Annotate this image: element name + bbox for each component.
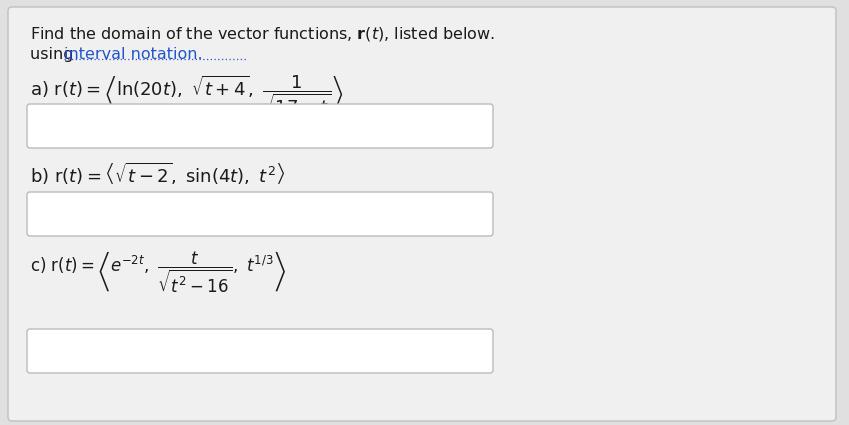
FancyBboxPatch shape [27, 104, 493, 148]
Text: interval notation.: interval notation. [64, 47, 203, 62]
FancyBboxPatch shape [8, 7, 836, 421]
Text: a) $\mathrm{r}(t) = \left\langle \ln(20t),\ \sqrt{t+4},\ \dfrac{1}{\sqrt{17-t}} : a) $\mathrm{r}(t) = \left\langle \ln(20t… [30, 73, 344, 116]
FancyBboxPatch shape [27, 329, 493, 373]
Text: c) $\mathrm{r}(t) = \left\langle e^{-2t},\ \dfrac{t}{\sqrt{t^2-16}},\ t^{1/3} \r: c) $\mathrm{r}(t) = \left\langle e^{-2t}… [30, 250, 286, 295]
FancyBboxPatch shape [27, 192, 493, 236]
Text: using: using [30, 47, 79, 62]
Text: b) $\mathrm{r}(t) = \left\langle \sqrt{t-2},\ \sin(4t),\ t^2 \right\rangle$: b) $\mathrm{r}(t) = \left\langle \sqrt{t… [30, 161, 286, 187]
Text: Find the domain of the vector functions, $\mathbf{r}(t)$, listed below.: Find the domain of the vector functions,… [30, 25, 495, 43]
